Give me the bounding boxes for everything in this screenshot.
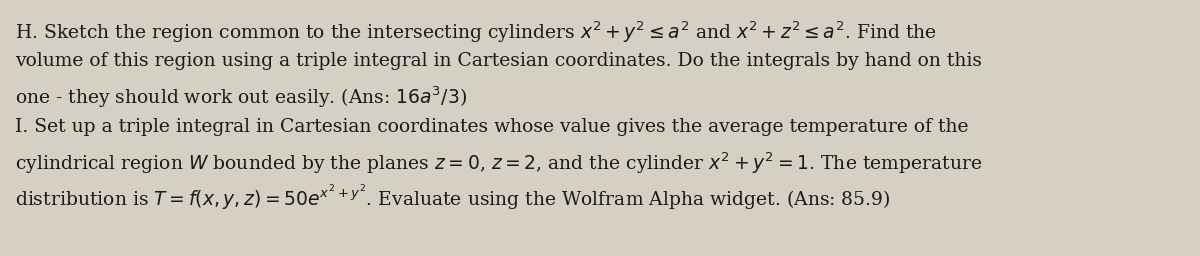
Text: one - they should work out easily. (Ans: $16a^3/3$): one - they should work out easily. (Ans:… <box>16 85 467 110</box>
Text: distribution is $T = f(x, y, z) = 50e^{x^2+y^2}$. Evaluate using the Wolfram Alp: distribution is $T = f(x, y, z) = 50e^{x… <box>16 184 890 212</box>
Text: cylindrical region $W$ bounded by the planes $z = 0$, $z = 2$, and the cylinder : cylindrical region $W$ bounded by the pl… <box>16 151 983 176</box>
Text: I. Set up a triple integral in Cartesian coordinates whose value gives the avera: I. Set up a triple integral in Cartesian… <box>16 118 968 136</box>
Text: volume of this region using a triple integral in Cartesian coordinates. Do the i: volume of this region using a triple int… <box>16 52 982 70</box>
Text: H. Sketch the region common to the intersecting cylinders $x^2 + y^2 \leq a^2$ a: H. Sketch the region common to the inter… <box>16 19 937 45</box>
